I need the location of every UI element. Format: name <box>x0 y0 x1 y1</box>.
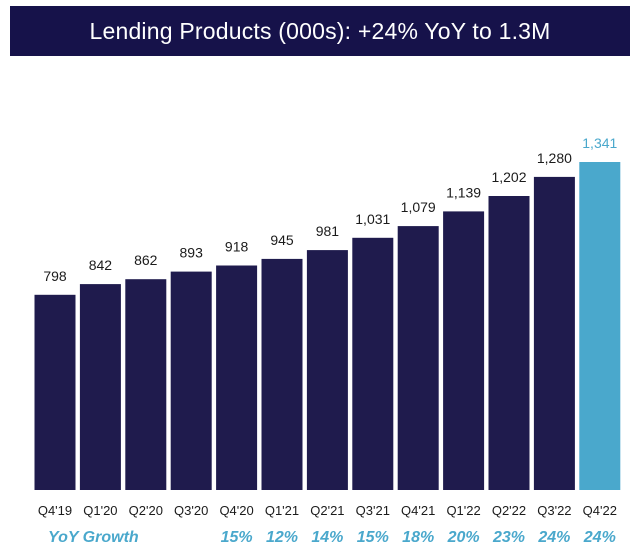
bar-Q220 <box>125 279 167 490</box>
x-tick-label: Q4'21 <box>401 503 435 518</box>
x-axis-tick-labels: Q4'19 Q1'20 Q2'20 Q3'20 Q4'20 Q1'21 Q2'21 Q3'21… <box>38 503 617 518</box>
x-tick-label: Q4'22 <box>583 503 617 518</box>
bar-Q420 <box>216 265 258 490</box>
x-tick-label: Q2'20 <box>129 503 163 518</box>
x-tick-label: Q1'21 <box>265 503 299 518</box>
value-labels-group: 798 842 862 893 918 945 981 1,031 1,079 1,139 1,20… <box>43 135 617 284</box>
bar-value-label: 862 <box>134 252 158 268</box>
x-tick-label: Q1'22 <box>446 503 480 518</box>
bar-value-label: 1,202 <box>491 169 526 185</box>
bars-group <box>34 162 621 490</box>
bar-value-label: 1,139 <box>446 184 481 200</box>
x-tick-label: Q1'20 <box>83 503 117 518</box>
x-tick-label: Q3'22 <box>537 503 571 518</box>
yoy-growth-value: 18% <box>402 529 434 546</box>
chart-title: Lending Products (000s): +24% YoY to 1.3… <box>10 6 630 56</box>
bar-Q221 <box>306 250 348 490</box>
bar-Q419 <box>34 294 76 490</box>
bar-Q222 <box>488 196 530 490</box>
yoy-growth-value: 15% <box>221 529 253 546</box>
yoy-growth-value: 15% <box>357 529 389 546</box>
x-tick-label: Q3'20 <box>174 503 208 518</box>
yoy-growth-value: 23% <box>492 529 525 546</box>
bar-value-label: 918 <box>225 239 249 255</box>
yoy-growth-header: YoY Growth <box>48 529 139 546</box>
bar-value-label: 945 <box>270 232 294 248</box>
yoy-growth-value: 20% <box>447 529 480 546</box>
bar-value-label: 981 <box>316 223 340 239</box>
yoy-growth-value: 12% <box>266 529 298 546</box>
bar-Q322 <box>533 176 575 490</box>
x-tick-label: Q4'19 <box>38 503 72 518</box>
bar-value-label: 842 <box>89 257 113 273</box>
bar-value-label: 798 <box>43 268 67 284</box>
bar-Q320 <box>170 271 212 490</box>
bar-Q122 <box>443 211 485 490</box>
bar-value-label: 1,341 <box>582 135 617 151</box>
bar-value-label: 1,079 <box>401 199 436 215</box>
x-tick-label: Q3'21 <box>356 503 390 518</box>
yoy-growth-value: 24% <box>583 529 616 546</box>
x-tick-label: Q2'21 <box>310 503 344 518</box>
yoy-growth-value: 24% <box>537 529 570 546</box>
bar-Q321 <box>352 237 394 490</box>
bar-Q121 <box>261 258 303 490</box>
x-tick-label: Q4'20 <box>219 503 253 518</box>
bar-Q421 <box>397 226 439 490</box>
bar-Q120 <box>79 284 121 490</box>
bar-value-label: 893 <box>180 245 204 261</box>
bar-value-label: 1,280 <box>537 150 572 166</box>
bar-Q422 <box>579 162 621 490</box>
yoy-growth-value: 14% <box>311 529 343 546</box>
yoy-growth-row: 15% 12% 14% 15% 18% 20% 23% 24% 24% <box>221 529 616 546</box>
x-tick-label: Q2'22 <box>492 503 526 518</box>
bar-value-label: 1,031 <box>355 211 390 227</box>
